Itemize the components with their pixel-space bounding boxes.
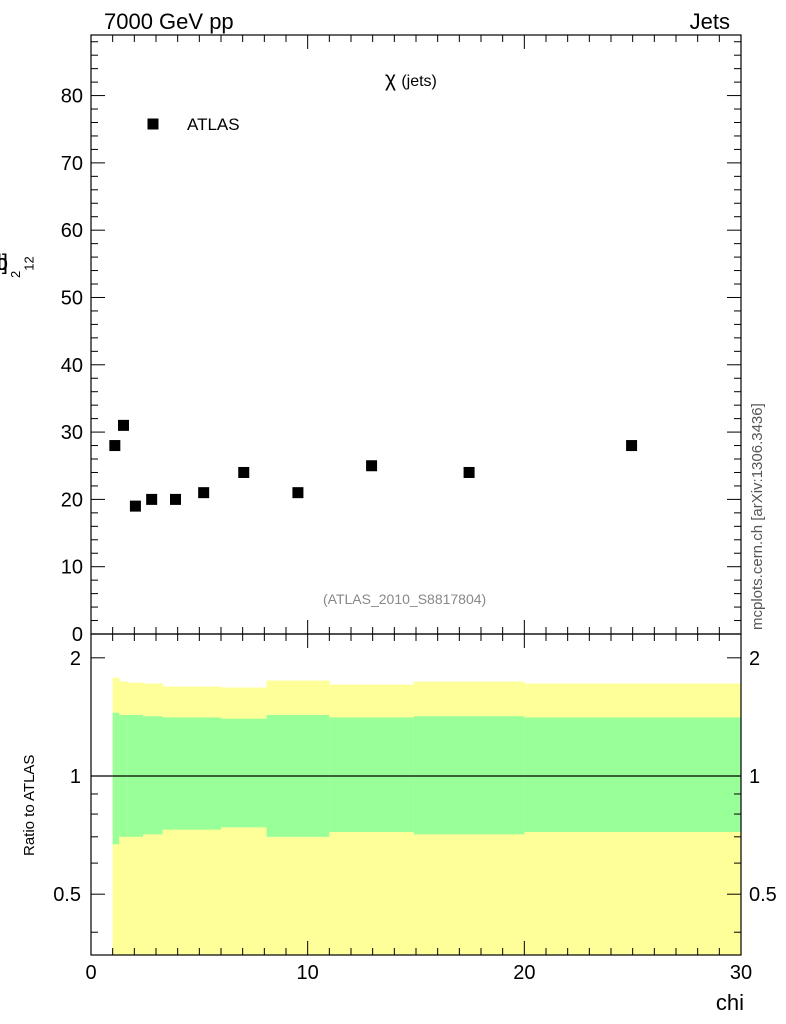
- inner-band-bin: [188, 717, 222, 830]
- data-point: [170, 493, 181, 505]
- inner-band-bin: [221, 718, 267, 828]
- ratio-bands: [112, 677, 742, 955]
- y-tick-label-left: 1: [70, 766, 81, 788]
- x-tick-label: 0: [85, 962, 96, 984]
- y-tick-label: 60: [61, 220, 83, 242]
- category-label: Jets: [689, 9, 730, 34]
- x-tick-label: 10: [297, 962, 319, 984]
- x-tick-label: 20: [513, 962, 535, 984]
- inner-band-bin: [413, 716, 525, 835]
- inner-band-bin: [112, 712, 120, 845]
- data-point: [626, 440, 638, 452]
- legend-label-atlas: ATLAS: [187, 115, 240, 134]
- y-tick-label: 10: [61, 557, 83, 579]
- y-tick-label: 20: [61, 489, 83, 511]
- atlas-data-points: [109, 419, 638, 512]
- y-tick-label: 40: [61, 355, 83, 377]
- y-tick-label-left: 0.5: [53, 884, 81, 906]
- legend-square-marker: [147, 118, 159, 130]
- data-point: [238, 466, 250, 478]
- inner-band-bin: [162, 717, 189, 830]
- y-tick-label-right: 2: [749, 648, 760, 670]
- legend-marker-atlas: [147, 118, 159, 130]
- data-point: [146, 493, 158, 505]
- energy-label: 7000 GeV pp: [104, 9, 234, 34]
- x-axis-label: chi: [715, 990, 744, 1015]
- data-point: [118, 419, 129, 431]
- y-tick-label: 0: [72, 624, 83, 646]
- x-tick-label: 30: [730, 962, 752, 984]
- analysis-tag: (ATLAS_2010_S8817804): [323, 591, 487, 607]
- data-point: [366, 460, 378, 472]
- data-point: [129, 500, 141, 512]
- data-point: [109, 440, 121, 452]
- y-tick-label-right: 0.5: [749, 884, 777, 906]
- top-axis-ticks: 0 10 20 30 40 50 60 70 80: [61, 35, 742, 646]
- data-point: [198, 487, 210, 499]
- inner-band-bin: [143, 716, 163, 835]
- data-point: [292, 487, 304, 499]
- bottom-axis-ticks: 0 10 20 30 0.5 0.5 1 1 2 2: [53, 634, 777, 984]
- y-tick-label: 80: [61, 86, 83, 108]
- y-tick-label-right: 1: [749, 766, 760, 788]
- y-tick-label-left: 2: [70, 648, 81, 670]
- inner-band-bin: [329, 717, 415, 833]
- y-tick-label: 70: [61, 153, 83, 175]
- bottom-panel-frame: [90, 633, 742, 956]
- inner-band-bin: [524, 717, 742, 833]
- source-note: mcplots.cern.ch [arXiv:1306.3436]: [749, 403, 766, 630]
- data-point: [463, 466, 475, 478]
- plot-frames: [90, 34, 742, 956]
- plot-title: χ (jets): [385, 68, 437, 91]
- y-tick-label: 30: [61, 422, 83, 444]
- y-tick-label: 50: [61, 287, 83, 309]
